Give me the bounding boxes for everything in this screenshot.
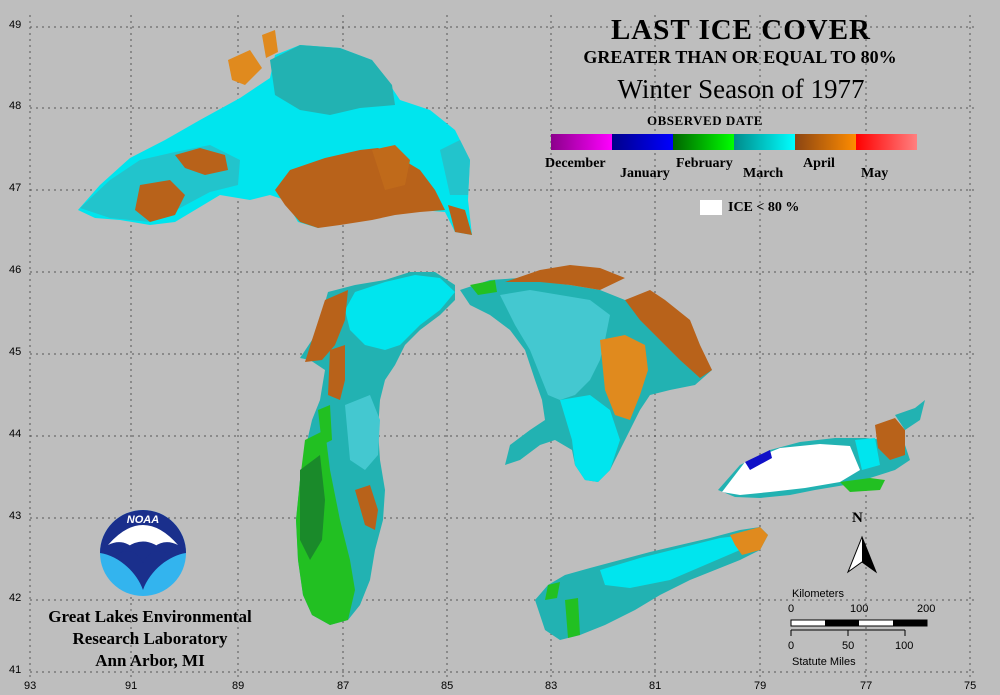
lake-ontario: [718, 400, 925, 498]
scale-km-tick: 100: [850, 603, 869, 615]
title-line-2: GREATER THAN OR EQUAL TO 80%: [583, 47, 897, 67]
legend-label-february: February: [676, 156, 733, 171]
legend-swatch-february: [673, 134, 734, 150]
ice-under-80-label: ICE < 80 %: [728, 200, 800, 215]
scale-km-title: Kilometers: [792, 588, 844, 600]
legend-label-december: December: [545, 156, 606, 171]
legend-label-january: January: [620, 166, 670, 181]
lat-label: 41: [9, 664, 22, 676]
legend-label-april: April: [803, 156, 835, 171]
legend-swatch-may: [856, 134, 917, 150]
north-label: N: [852, 510, 863, 526]
title-line-3: Winter Season of 1977: [617, 74, 865, 104]
legend-label-may: May: [861, 166, 889, 181]
noaa-logo-text: NOAA: [126, 514, 160, 526]
lat-label: 44: [9, 428, 22, 440]
lake-erie: [535, 527, 768, 640]
legend-swatch-december: [551, 134, 612, 150]
lat-label: 43: [9, 510, 22, 522]
scale-mi-tick: 0: [788, 640, 795, 652]
lon-label: 81: [649, 680, 662, 692]
scale-mi-tick: 50: [842, 640, 855, 652]
lat-label: 49: [9, 19, 22, 31]
lon-label: 77: [860, 680, 873, 692]
legend-swatch-april: [795, 134, 856, 150]
credit-line-2: Research Laboratory: [72, 629, 228, 648]
lat-label: 45: [9, 346, 22, 358]
scale-mi-tick: 100: [895, 640, 914, 652]
lat-label: 42: [9, 592, 22, 604]
lon-label: 87: [337, 680, 350, 692]
lat-label: 46: [9, 264, 22, 276]
lon-label: 85: [441, 680, 454, 692]
credit-line-1: Great Lakes Environmental: [48, 607, 252, 626]
legend-heading: OBSERVED DATE: [647, 113, 763, 128]
lake-huron: [460, 265, 712, 482]
credit-line-3: Ann Arbor, MI: [95, 651, 205, 670]
lon-label: 91: [125, 680, 138, 692]
legend-swatch-january: [612, 134, 673, 150]
lake-superior: [78, 30, 472, 235]
scale-km-tick: 200: [917, 603, 936, 615]
north-arrow-icon: [846, 535, 878, 574]
scale-km-tick: 0: [788, 603, 795, 615]
ice-under-80-swatch: [700, 200, 722, 215]
scale-mi-title: Statute Miles: [792, 656, 856, 668]
legend-color-bar: [551, 134, 917, 150]
legend-swatch-march: [734, 134, 795, 150]
lon-label: 79: [754, 680, 767, 692]
lat-label: 48: [9, 100, 22, 112]
lon-label: 83: [545, 680, 558, 692]
lat-label: 47: [9, 182, 22, 194]
legend-label-march: March: [743, 166, 784, 181]
title-line-1: LAST ICE COVER: [610, 14, 872, 46]
lon-label: 93: [24, 680, 37, 692]
scale-bar: [790, 619, 928, 636]
lake-michigan: [296, 272, 455, 625]
lon-label: 89: [232, 680, 245, 692]
noaa-logo: [100, 510, 186, 596]
lon-label: 75: [964, 680, 977, 692]
